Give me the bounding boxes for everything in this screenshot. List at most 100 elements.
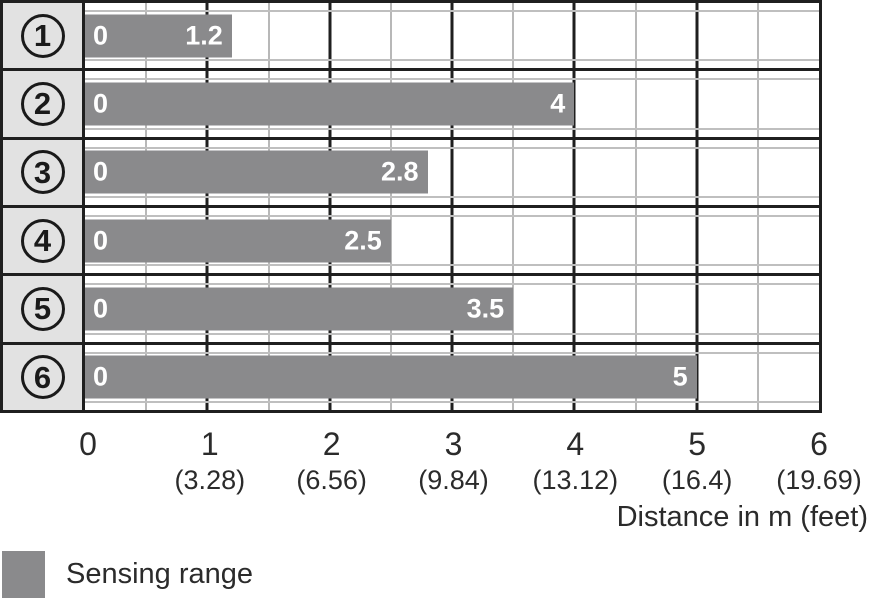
bar-start-label: 0 (93, 20, 109, 51)
major-gridline (695, 71, 699, 137)
major-gridline (572, 207, 576, 274)
x-axis: 0 1 (3.28) 2 (6.56) 3 (9.84) 4 (13.12) 5… (79, 413, 862, 498)
row-label-cell: 5 (3, 276, 85, 342)
row-label-cell: 4 (3, 207, 85, 274)
tick-feet: (9.84) (418, 465, 489, 495)
row-inner-line (85, 264, 819, 267)
x-axis-tick: 1 (3.28) (175, 413, 246, 494)
tick-meters: 3 (444, 426, 463, 462)
sensing-range-bar: 0 1.2 (85, 14, 232, 58)
minor-gridline (756, 207, 759, 274)
row-inner-line (85, 10, 819, 12)
tick-meters: 5 (688, 426, 707, 462)
bar-start-label: 0 (93, 88, 109, 119)
row-plot-area: 0 3.5 (85, 276, 819, 342)
x-axis-tick: 4 (13.12) (533, 413, 619, 494)
major-gridline (572, 276, 576, 342)
circled-number: 4 (20, 218, 65, 263)
minor-gridline (512, 3, 515, 69)
sensing-range-bar: 0 2.5 (85, 219, 391, 263)
minor-gridline (634, 276, 637, 342)
tick-feet: (19.69) (776, 465, 862, 495)
row-inner-line (85, 351, 819, 354)
sensing-range-bar: 0 2.8 (85, 150, 428, 194)
major-gridline (328, 3, 332, 69)
row-number: 1 (33, 18, 52, 54)
tick-feet: (3.28) (174, 465, 246, 495)
major-gridline (450, 207, 454, 274)
circled-number: 2 (20, 81, 65, 126)
x-axis-tick: 3 (9.84) (418, 413, 489, 494)
row-plot-area: 0 2.8 (85, 139, 819, 205)
minor-gridline (756, 71, 759, 137)
circled-number: 3 (20, 150, 65, 195)
row-number: 5 (33, 291, 52, 327)
major-gridline (572, 3, 576, 69)
row-label-cell: 2 (3, 71, 85, 137)
bar-start-label: 0 (93, 156, 109, 187)
major-gridline (695, 344, 699, 410)
bar-value-label: 3.5 (466, 293, 505, 324)
minor-gridline (512, 276, 515, 342)
major-gridline (695, 276, 699, 342)
minor-gridline (634, 207, 637, 274)
minor-gridline (634, 139, 637, 205)
legend: Sensing range (2, 551, 253, 598)
major-gridline (450, 3, 454, 69)
major-gridline (695, 139, 699, 205)
minor-gridline (512, 139, 515, 205)
row-number: 2 (33, 86, 52, 122)
minor-gridline (634, 71, 637, 137)
x-axis-title: Distance in m (feet) (616, 501, 868, 533)
bar-value-label: 2.5 (344, 225, 382, 256)
sensing-range-bar: 0 4 (85, 82, 575, 126)
minor-gridline (389, 3, 392, 69)
chart-frame: 1 0 1.2 2 0 4 3 (0, 0, 822, 413)
x-axis-tick: 5 (16.4) (662, 413, 733, 494)
bar-start-label: 0 (93, 293, 109, 324)
chart-row: 1 0 1.2 (3, 3, 819, 72)
tick-meters: 2 (322, 426, 341, 462)
row-number: 3 (33, 154, 52, 190)
chart-row: 4 0 2.5 (3, 207, 819, 277)
row-inner-line (85, 146, 819, 149)
bar-start-label: 0 (93, 225, 109, 256)
minor-gridline (389, 207, 392, 274)
minor-gridline (756, 3, 759, 69)
major-gridline (695, 207, 699, 274)
bar-value-label: 5 (672, 361, 688, 392)
circled-number: 6 (20, 355, 65, 400)
minor-gridline (756, 344, 759, 410)
circled-number: 5 (20, 286, 65, 331)
legend-color-swatch (2, 551, 45, 598)
minor-gridline (512, 207, 515, 274)
row-number: 6 (33, 359, 52, 395)
chart-row: 6 0 5 (3, 344, 819, 410)
x-axis-tick: 0 (79, 413, 97, 467)
row-inner-line (85, 283, 819, 286)
row-inner-line (85, 400, 819, 403)
row-label-cell: 6 (3, 344, 85, 410)
tick-meters: 6 (810, 426, 828, 462)
row-plot-area: 0 5 (85, 344, 819, 410)
minor-gridline (756, 276, 759, 342)
chart-row: 3 0 2.8 (3, 139, 819, 208)
sensing-range-bar: 0 3.5 (85, 287, 514, 331)
tick-feet: (6.56) (296, 465, 367, 495)
chart-row: 2 0 4 (3, 71, 819, 140)
sensing-range-bar: 0 5 (85, 355, 697, 399)
bar-value-label: 4 (550, 88, 566, 119)
row-label-cell: 1 (3, 3, 85, 69)
tick-meters: 0 (79, 426, 97, 462)
row-number: 4 (33, 223, 52, 259)
tick-meters: 1 (200, 426, 219, 462)
major-gridline (450, 139, 454, 205)
row-inner-line (85, 332, 819, 335)
minor-gridline (756, 139, 759, 205)
row-inner-line (85, 59, 819, 62)
row-plot-area: 0 2.5 (85, 207, 819, 274)
row-label-cell: 3 (3, 139, 85, 205)
x-axis-tick: 6 (19.69) (776, 413, 862, 494)
circled-number: 1 (20, 13, 65, 58)
tick-feet: (16.4) (661, 465, 733, 495)
